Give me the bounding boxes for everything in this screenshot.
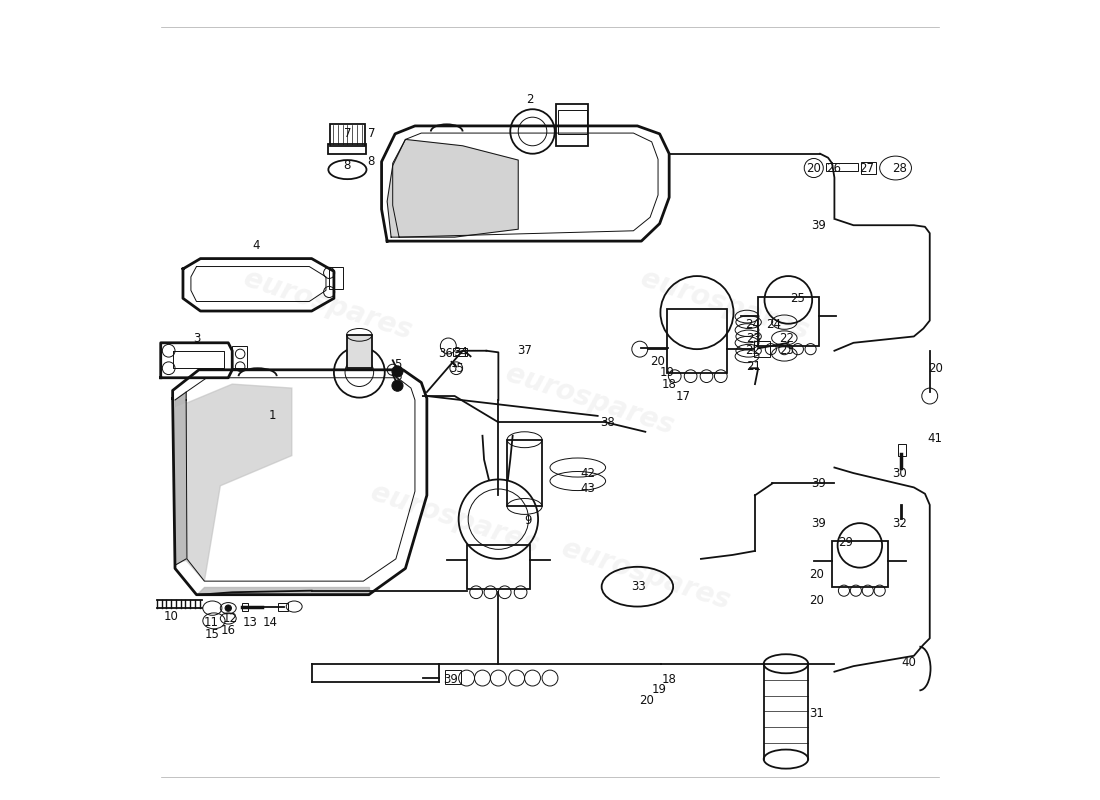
Circle shape: [392, 380, 403, 391]
Text: 17: 17: [676, 390, 691, 402]
Bar: [507, 440, 542, 506]
Bar: [329, 144, 366, 154]
Text: 31: 31: [808, 707, 824, 720]
Polygon shape: [175, 384, 292, 581]
Text: 22: 22: [779, 331, 794, 345]
Text: 36: 36: [438, 347, 452, 361]
Text: 20: 20: [928, 362, 943, 374]
Text: 26: 26: [826, 162, 842, 174]
Text: 39: 39: [811, 517, 826, 530]
Text: 20: 20: [808, 594, 824, 606]
Polygon shape: [387, 139, 518, 237]
Text: 18: 18: [662, 378, 676, 390]
Text: 14: 14: [263, 616, 278, 629]
Bar: [667, 310, 727, 373]
Text: 37: 37: [517, 344, 532, 358]
Text: 41: 41: [927, 432, 943, 445]
Text: 27: 27: [859, 162, 873, 174]
Bar: [826, 163, 858, 171]
Bar: [466, 546, 530, 589]
Bar: [861, 162, 876, 174]
Text: 1: 1: [268, 410, 276, 422]
Bar: [232, 346, 246, 368]
Text: 13: 13: [242, 616, 257, 629]
Text: 9: 9: [524, 514, 531, 527]
Text: 24: 24: [767, 318, 781, 331]
Text: 20: 20: [650, 355, 664, 368]
Text: 39: 39: [811, 218, 826, 232]
Text: 19: 19: [652, 683, 667, 697]
Text: 38: 38: [600, 416, 615, 429]
Text: 29: 29: [838, 537, 853, 550]
Text: 3: 3: [192, 331, 200, 345]
Text: 10: 10: [164, 610, 178, 622]
Text: 15: 15: [205, 628, 220, 641]
Text: 11: 11: [204, 616, 218, 629]
Text: 19: 19: [660, 366, 675, 378]
Text: 20: 20: [808, 568, 824, 582]
Text: 20: 20: [806, 162, 822, 174]
Text: 43: 43: [581, 482, 595, 495]
Text: 40: 40: [902, 656, 916, 669]
Text: 33: 33: [631, 580, 647, 593]
Text: 8: 8: [367, 155, 375, 168]
Bar: [330, 123, 365, 146]
Text: 4: 4: [252, 238, 260, 251]
Text: 23: 23: [746, 331, 761, 345]
Text: eurospares: eurospares: [502, 359, 678, 441]
Text: eurospares: eurospares: [637, 264, 813, 345]
Text: 2: 2: [527, 93, 534, 106]
Bar: [278, 602, 288, 610]
Text: 5: 5: [394, 358, 402, 370]
Circle shape: [226, 605, 231, 611]
Text: 32: 32: [892, 517, 907, 530]
Text: eurospares: eurospares: [240, 264, 416, 345]
Bar: [755, 342, 770, 357]
Bar: [329, 266, 343, 289]
Text: 7: 7: [343, 127, 351, 140]
Text: eurospares: eurospares: [558, 534, 733, 615]
Polygon shape: [197, 586, 368, 594]
Text: eurospares: eurospares: [367, 478, 542, 559]
Bar: [346, 335, 372, 368]
Text: 35: 35: [449, 362, 463, 374]
Bar: [898, 445, 906, 456]
Text: 22: 22: [745, 344, 760, 358]
Text: 30: 30: [892, 466, 906, 479]
Text: 16: 16: [221, 624, 235, 637]
Text: 21: 21: [746, 360, 761, 373]
Bar: [832, 542, 888, 587]
Text: 8: 8: [343, 159, 351, 172]
Text: 6: 6: [394, 370, 402, 382]
Text: 12: 12: [222, 612, 238, 625]
Text: 28: 28: [892, 162, 907, 174]
Text: 20: 20: [639, 694, 654, 707]
Polygon shape: [175, 392, 186, 566]
Text: 24: 24: [745, 318, 760, 331]
Bar: [453, 348, 468, 356]
Text: 25: 25: [791, 292, 805, 305]
Text: 42: 42: [581, 466, 595, 479]
Text: 23: 23: [779, 344, 794, 358]
Bar: [446, 670, 461, 685]
Text: 18: 18: [662, 673, 676, 686]
Bar: [242, 602, 249, 610]
Circle shape: [392, 366, 403, 377]
Bar: [758, 297, 818, 346]
Bar: [558, 110, 586, 134]
Bar: [557, 105, 588, 146]
Text: 34: 34: [453, 346, 469, 359]
Text: 39: 39: [811, 477, 826, 490]
Text: 39: 39: [443, 673, 458, 686]
Text: 7: 7: [367, 127, 375, 140]
